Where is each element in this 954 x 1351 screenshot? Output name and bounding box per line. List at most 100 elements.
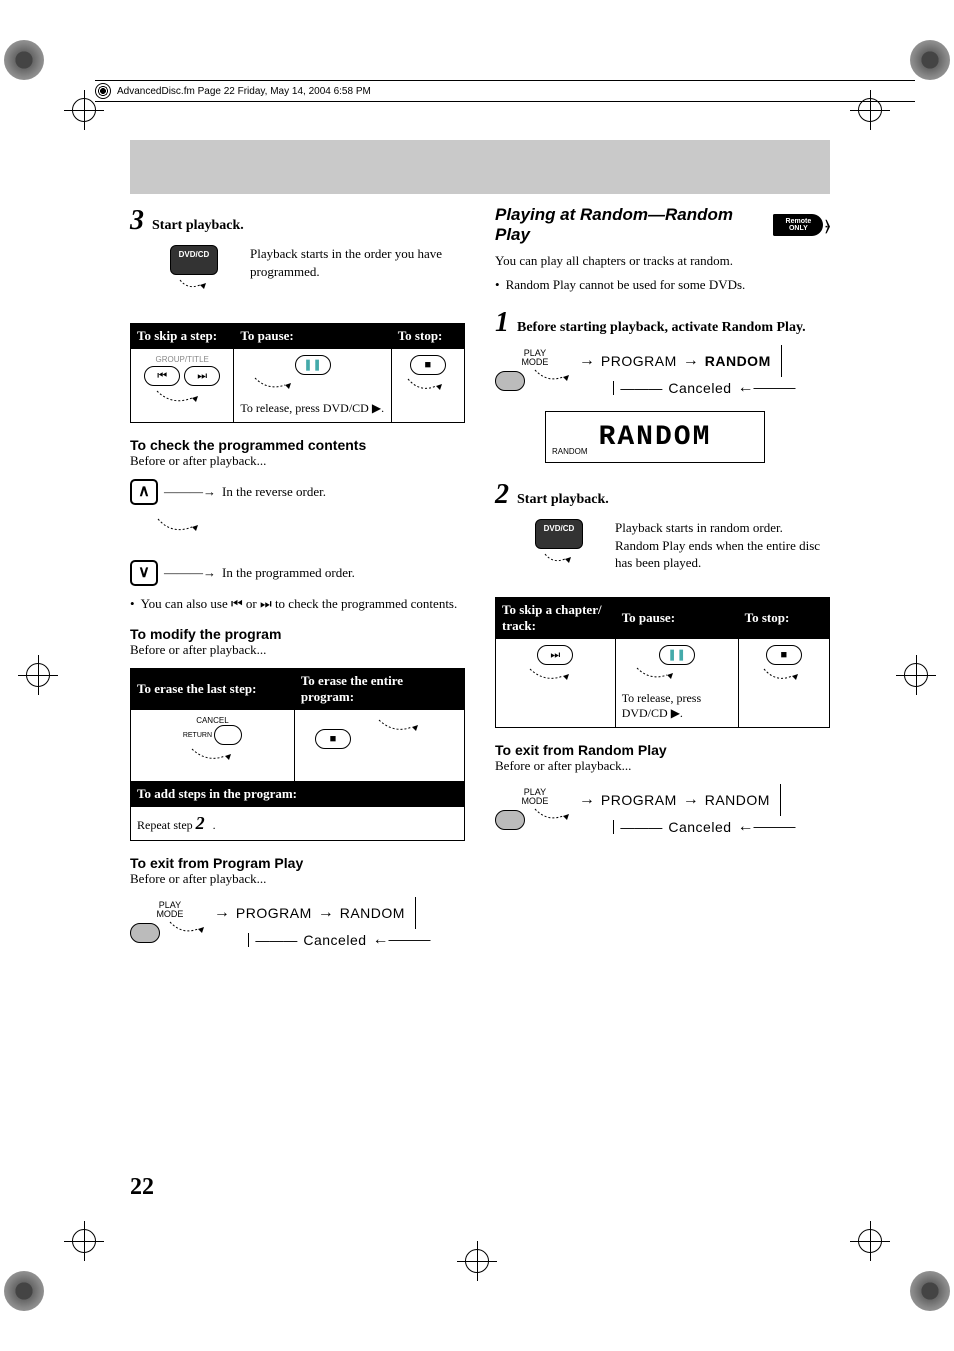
pause-note: To release, press DVD/CD ▶. — [240, 401, 384, 416]
td-stop: ■ — [738, 639, 829, 728]
return-label: RETURN — [183, 732, 212, 739]
arrow-right-icon — [579, 791, 595, 809]
prev-track-icon: ⏮ — [144, 366, 180, 386]
content-columns: 3 Start playback. Playback starts in the… — [130, 205, 830, 963]
td-pause: ❚❚ To release, press DVD/CD ▶. — [615, 639, 738, 728]
up-button-icon: ∧ — [130, 479, 158, 505]
arrow-left-icon: ——— — [738, 818, 796, 836]
play-mode-btn: PLAY MODE — [495, 788, 579, 833]
modify-sub: Before or after playback... — [130, 642, 465, 658]
arrow-right-icon — [214, 904, 230, 922]
mode-flow-left: PLAY MODE PROGRAM RANDOM — [130, 897, 465, 949]
gray-header-band — [130, 140, 830, 194]
exit-prog-sub: Before or after playback... — [130, 871, 465, 887]
crosshair-bottom-l — [64, 1221, 104, 1261]
dvdcd-button-icon — [535, 519, 595, 579]
left-control-table: To skip a step: To pause: To stop: GROUP… — [130, 323, 465, 423]
canceled-word: Canceled — [303, 932, 366, 948]
check-note: You can also use ⏮ or ⏭ to check the pro… — [130, 596, 465, 612]
step-3-line: 3 Start playback. — [130, 205, 465, 237]
play-mode-btn: PLAY MODE — [495, 349, 579, 394]
down-button-icon: ∨ — [130, 560, 158, 586]
pause-icon: ❚❚ — [295, 355, 331, 375]
arrow-icon: ———→ — [164, 565, 216, 581]
td-skip: ⏭ — [496, 639, 616, 728]
left-column: 3 Start playback. Playback starts in the… — [130, 205, 465, 963]
step-3-desc: Playback starts in the order you have pr… — [250, 245, 465, 305]
crosshair-right — [896, 655, 936, 695]
step-1-line: 1 Before starting playback, activate Ran… — [495, 307, 830, 339]
check-note-text: You can also use ⏮ or ⏭ to check the pro… — [141, 596, 458, 612]
step-2-num: 2 — [495, 479, 509, 511]
td-erase-last: CANCEL RETURN — [131, 710, 295, 782]
remote-only-badge: Remote ONLY ⦒ — [773, 214, 830, 236]
manual-page: AdvancedDisc.fm Page 22 Friday, May 14, … — [0, 0, 954, 1351]
th-erase-last: To erase the last step: — [131, 669, 295, 710]
random-play-title: Playing at Random—Random Play Remote ONL… — [495, 205, 830, 245]
press-arrow-icon — [515, 665, 595, 691]
td-repeat: Repeat step 2. — [131, 807, 465, 841]
lcd-small-label: RANDOM — [552, 447, 588, 456]
th-add-steps: To add steps in the program: — [131, 782, 465, 807]
repeat-text: Repeat step — [137, 818, 196, 832]
press-arrow-icon — [398, 375, 458, 401]
dvdcd-button-icon — [170, 245, 230, 305]
signal-icon: ⦒ — [825, 217, 830, 234]
random-note-text: Random Play cannot be used for some DVDs… — [506, 277, 746, 293]
next-track-icon: ⏭ — [184, 366, 220, 386]
td-pause: ❚❚ To release, press DVD/CD ▶. — [234, 349, 391, 423]
dvdcd-btn — [170, 245, 218, 275]
th-erase-all: To erase the entire program: — [294, 669, 464, 710]
program-word: PROGRAM — [601, 792, 677, 808]
cancel-label: CANCEL — [183, 716, 242, 725]
play-mode-label: PLAY MODE — [495, 349, 575, 367]
play-mode-button-icon — [495, 810, 525, 830]
step-3-title: Start playback. — [152, 218, 244, 234]
mode-flow-right-2: PLAY MODE PROGRAM RANDOM — [495, 784, 830, 836]
stop-icon: ■ — [766, 645, 802, 665]
crosshair-left — [18, 655, 58, 695]
corner-mark-bl — [4, 1271, 44, 1311]
reverse-order-text: In the reverse order. — [222, 484, 326, 500]
stop-icon: ■ — [315, 729, 351, 749]
doc-header: AdvancedDisc.fm Page 22 Friday, May 14, … — [95, 80, 915, 102]
dvdcd-btn — [535, 519, 583, 549]
press-arrow-icon — [240, 375, 320, 397]
press-arrow-icon — [754, 665, 814, 691]
pause-note: To release, press DVD/CD ▶. — [622, 691, 732, 721]
right-control-table: To skip a chapter/ track: To pause: To s… — [495, 597, 830, 728]
crosshair-bottom-r — [850, 1221, 890, 1261]
lcd-display: RANDOM RANDOM — [545, 411, 765, 463]
press-arrow-icon — [529, 367, 579, 391]
step-2-line: 2 Start playback. — [495, 479, 830, 511]
mode-flow-right-1: PLAY MODE PROGRAM RANDOM — [495, 345, 830, 397]
press-arrow-icon — [170, 275, 218, 305]
arrow-left-icon: ——— — [738, 379, 796, 397]
canceled-word: Canceled — [668, 380, 731, 396]
press-arrow-icon — [622, 665, 702, 687]
td-stop: ■ — [391, 349, 464, 423]
cancel-button-icon — [214, 725, 242, 745]
badge-l2: ONLY — [789, 225, 808, 232]
step-1-num: 1 — [495, 307, 509, 339]
play-mode-btn: PLAY MODE — [130, 901, 214, 946]
th-pause: To pause: — [234, 324, 391, 349]
play-mode-button-icon — [130, 923, 160, 943]
arrow-right-icon — [579, 352, 595, 370]
step-3-body: Playback starts in the order you have pr… — [170, 245, 465, 305]
random-word: RANDOM — [340, 905, 405, 921]
arrow-icon: ———→ — [164, 484, 216, 500]
arrow-right-icon — [683, 791, 699, 809]
programmed-order-text: In the programmed order. — [222, 565, 355, 581]
modify-heading: To modify the program — [130, 626, 465, 642]
check-sub: Before or after playback... — [130, 453, 465, 469]
random-intro: You can play all chapters or tracks at r… — [495, 253, 830, 269]
lcd-big-text: RANDOM — [599, 422, 712, 453]
step-2-title: Start playback. — [517, 492, 609, 508]
corner-mark-br — [910, 1271, 950, 1311]
th-stop: To stop: — [391, 324, 464, 349]
step-2-desc: Playback starts in random order. Random … — [615, 519, 830, 579]
check-heading: To check the programmed contents — [130, 437, 465, 453]
repeat-num: 2 — [196, 813, 205, 833]
programmed-order-row: ∨ ———→ In the programmed order. — [130, 560, 465, 586]
